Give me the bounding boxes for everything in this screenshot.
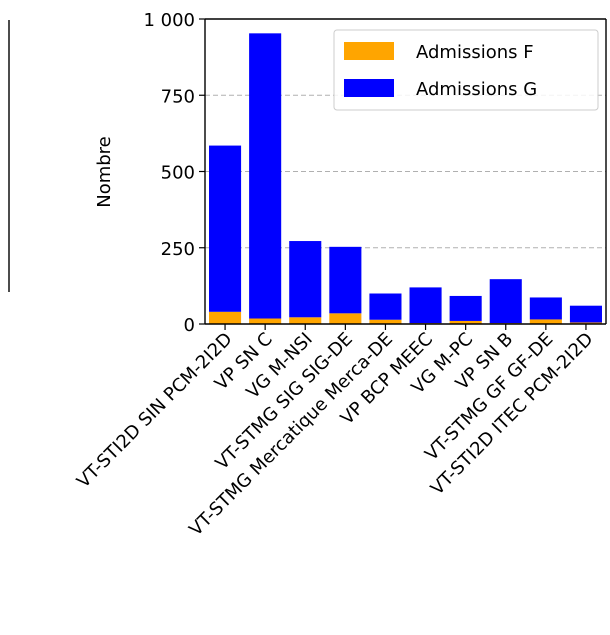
legend-swatch-f — [344, 42, 394, 60]
y-ticks: 0 250 500 750 1 000 — [143, 10, 205, 336]
bar-f-10 — [569, 322, 602, 324]
bar-g-9 — [529, 297, 562, 320]
bar-f-2 — [249, 318, 282, 324]
y-axis-label: Nombre — [94, 136, 115, 208]
bar-f-9 — [529, 319, 562, 324]
bar-g-6 — [409, 287, 442, 324]
bar-g-2 — [249, 33, 282, 319]
y-tick-label-750: 750 — [161, 86, 195, 107]
bar-g-4 — [329, 246, 362, 314]
bars — [209, 33, 602, 324]
bar-f-1 — [209, 311, 242, 324]
bar-g-1 — [209, 145, 242, 312]
bar-g-10 — [569, 305, 602, 323]
legend-box — [333, 29, 599, 111]
y-tick-label-250: 250 — [161, 239, 195, 260]
bar-g-5 — [369, 293, 402, 320]
bar-f-3 — [289, 317, 322, 324]
y-tick-label-500: 500 — [161, 163, 195, 184]
x-tick-label-1: VT-STI2D SIN PCM-2I2D — [73, 329, 237, 493]
legend: Admissions F Admissions G — [333, 29, 599, 111]
bar-g-8 — [489, 279, 522, 324]
legend-label-f: Admissions F — [416, 42, 534, 63]
bar-g-3 — [289, 241, 322, 318]
legend-label-g: Admissions G — [416, 79, 537, 100]
y-tick-label-0: 0 — [184, 315, 195, 336]
bar-f-4 — [329, 313, 362, 324]
y-tick-label-1000: 1 000 — [143, 10, 195, 31]
legend-swatch-g — [344, 79, 394, 97]
bar-g-7 — [449, 295, 482, 321]
axes — [204, 18, 607, 325]
bar-f-7 — [449, 320, 482, 324]
bar-f-5 — [369, 319, 402, 324]
